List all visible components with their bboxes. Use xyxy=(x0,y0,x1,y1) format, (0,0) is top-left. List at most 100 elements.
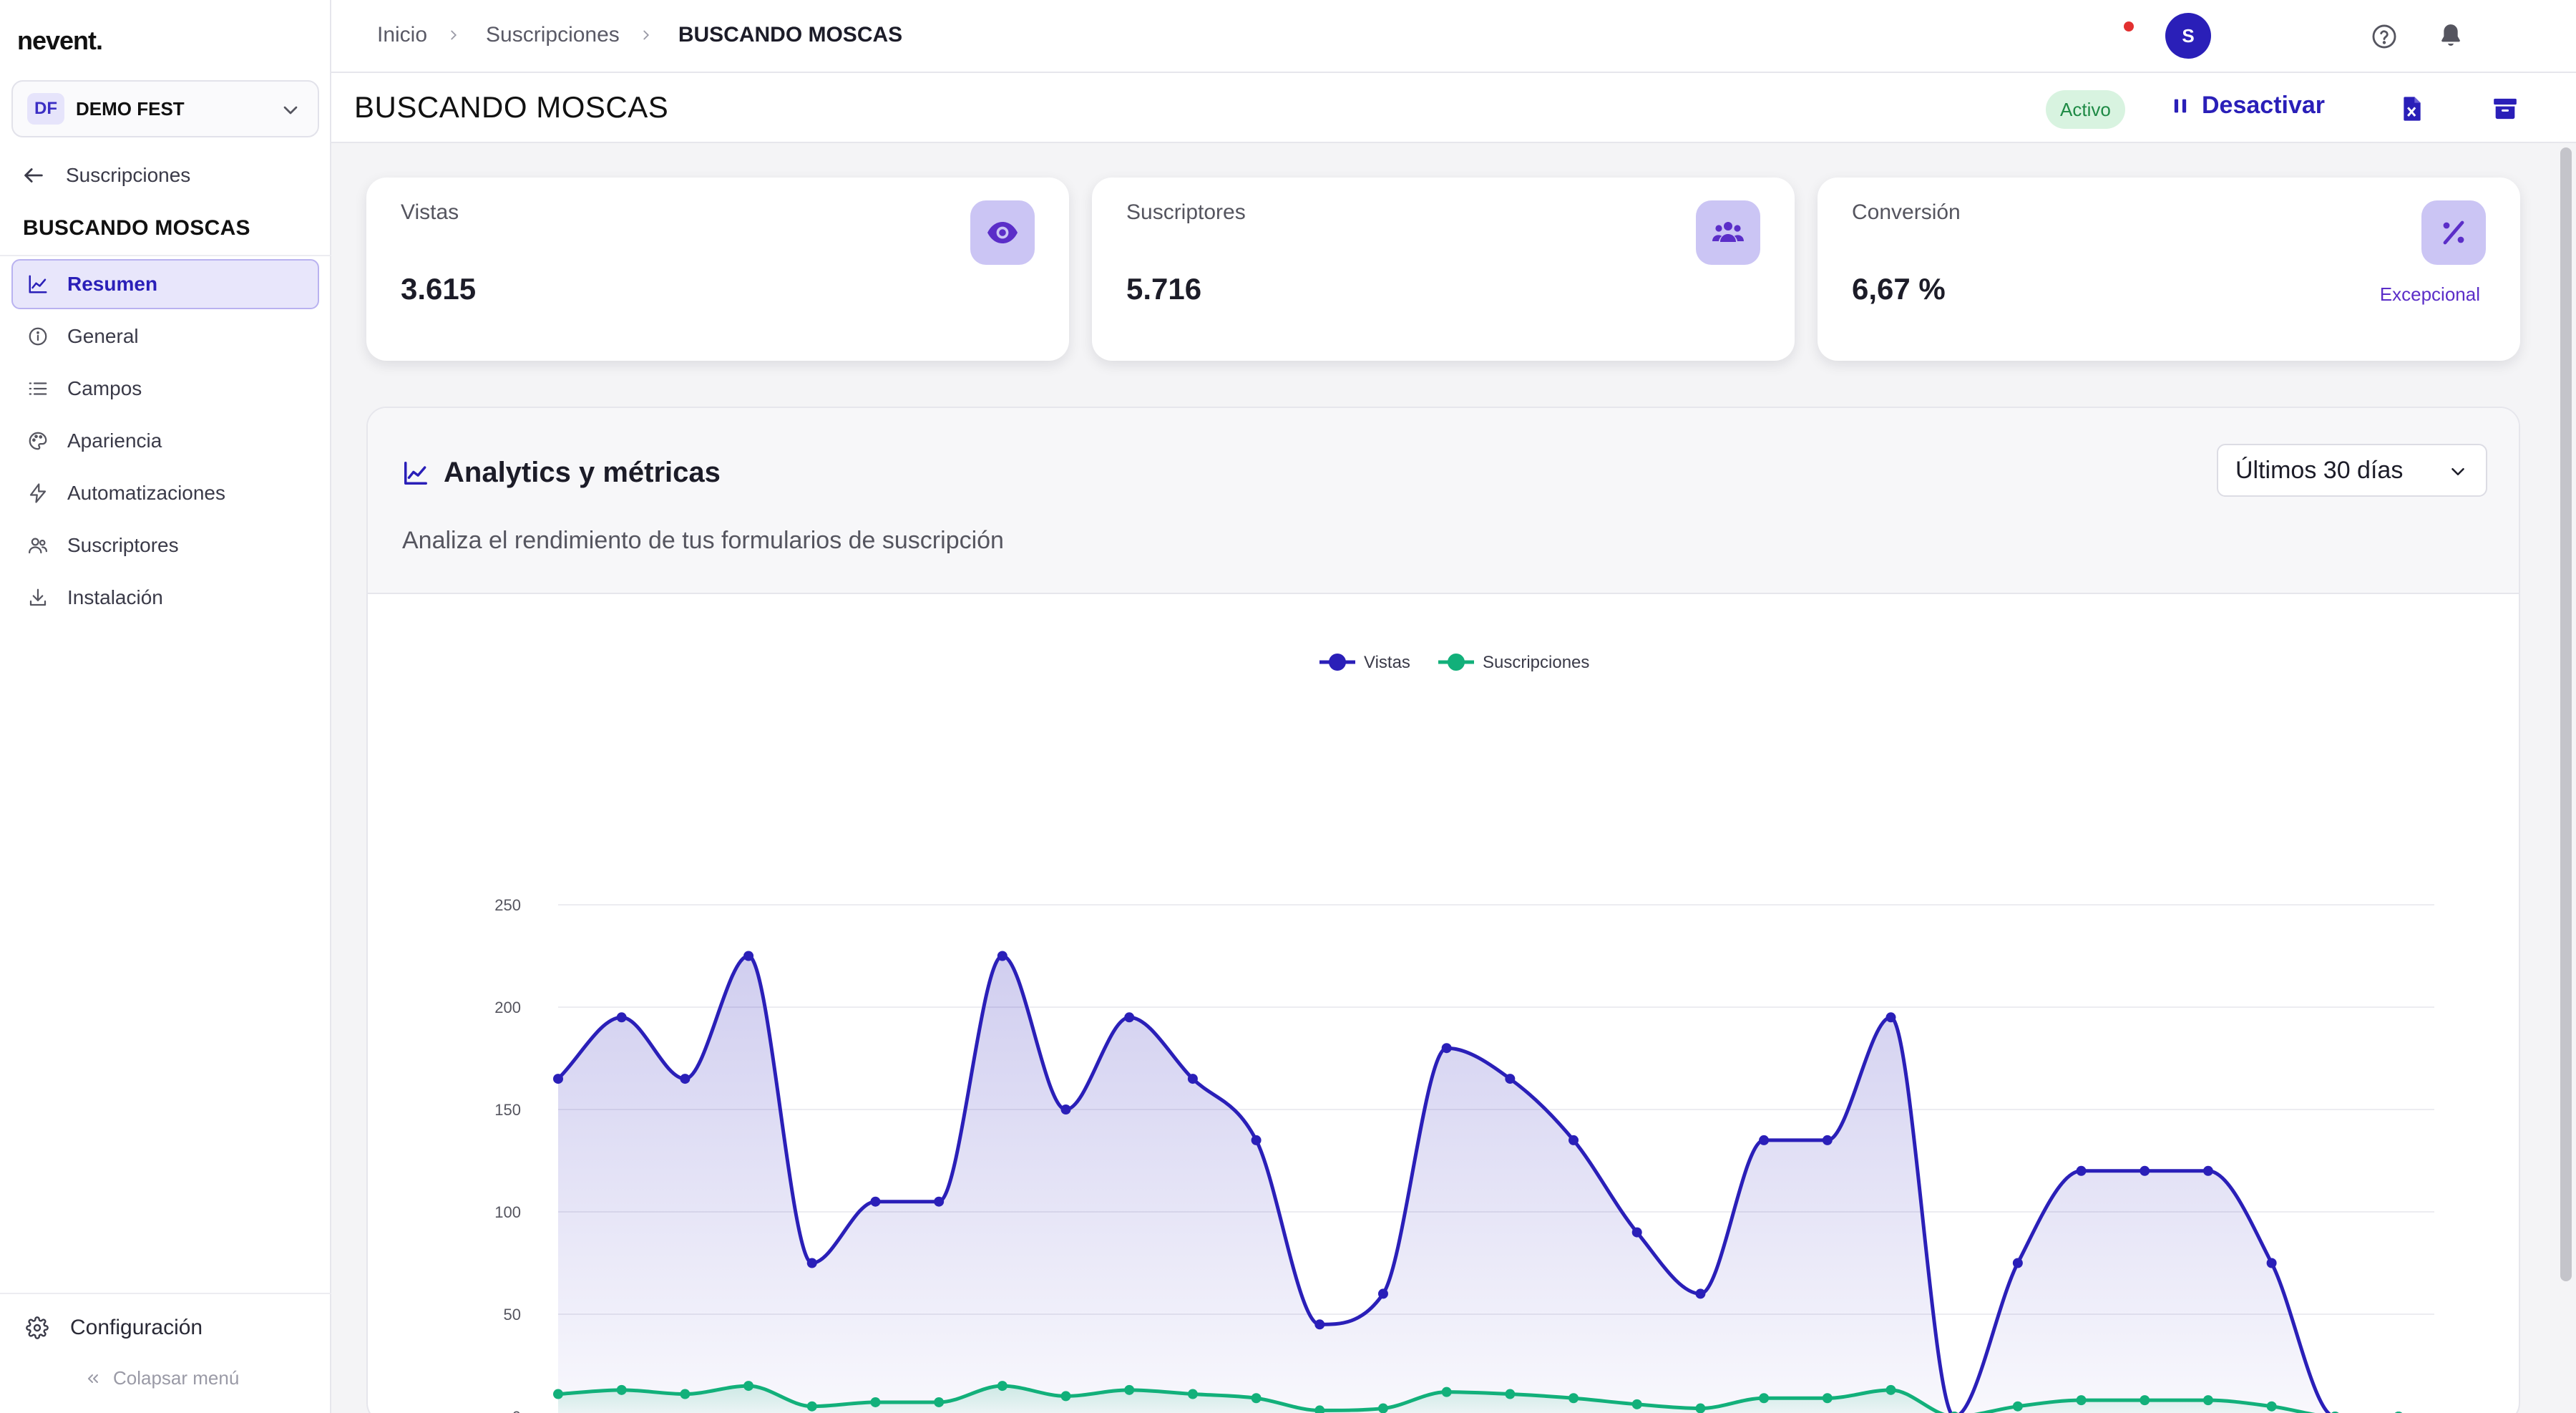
list-icon xyxy=(29,382,47,395)
sidebar-item-apariencia[interactable]: Apariencia xyxy=(11,416,319,466)
data-point-suscripciones xyxy=(2202,1395,2213,1406)
stat-value: 5.716 xyxy=(1126,272,1202,306)
back-to-subscriptions-link[interactable]: Suscripciones xyxy=(21,163,190,188)
line-chart: 050100150200250 6/77/78/79/710/711/712/7… xyxy=(494,653,2434,1413)
sidebar-item-automatizaciones[interactable]: Automatizaciones xyxy=(11,468,319,518)
chart-line-icon xyxy=(404,462,427,485)
legend-item: Suscripciones xyxy=(1438,653,1589,672)
sidebar-item-label: General xyxy=(67,325,139,347)
deactivate-button[interactable]: Desactivar xyxy=(2170,92,2325,120)
org-switcher[interactable]: DF DEMO FEST xyxy=(11,80,319,137)
download-icon xyxy=(29,588,47,606)
deactivate-label: Desactivar xyxy=(2202,92,2326,119)
pause-icon xyxy=(2174,99,2187,112)
stat-icon-tile xyxy=(2421,200,2486,265)
breadcrumb-inicio[interactable]: Inicio xyxy=(377,23,428,47)
sidebar-item-suscriptores[interactable]: Suscriptores xyxy=(11,520,319,570)
data-point-suscripciones xyxy=(1505,1389,1516,1399)
chevrons-left-icon xyxy=(88,1374,98,1383)
stat-card-views: Vistas 3.615 xyxy=(366,178,1069,361)
legend-item: Vistas xyxy=(1319,653,1410,672)
data-point-suscripciones xyxy=(1695,1403,1706,1413)
data-point-vistas xyxy=(1631,1227,1642,1238)
data-point-vistas xyxy=(1759,1135,1770,1145)
stat-label: Conversión xyxy=(1852,200,1961,224)
analytics-title: Analytics y métricas xyxy=(444,457,721,488)
user-avatar[interactable]: S xyxy=(2165,13,2211,59)
chart-series xyxy=(553,951,2402,1413)
data-point-vistas xyxy=(2266,1258,2277,1268)
stat-card-subscribers: Suscriptores 5.716 xyxy=(1092,178,1795,361)
chevron-right-icon xyxy=(643,30,649,40)
status-badge: Activo xyxy=(2046,90,2125,129)
y-tick-label: 0 xyxy=(512,1408,521,1413)
data-point-vistas xyxy=(743,951,754,961)
stat-value: 6,67 % xyxy=(1852,272,1946,306)
data-point-suscripciones xyxy=(2076,1395,2087,1406)
collapse-menu-button[interactable]: Colapsar menú xyxy=(84,1367,239,1389)
data-point-suscripciones xyxy=(1060,1391,1071,1402)
data-point-suscripciones xyxy=(1822,1393,1833,1404)
data-point-suscripciones xyxy=(1187,1389,1198,1399)
excel-export-icon[interactable] xyxy=(2398,94,2426,123)
archive-icon[interactable] xyxy=(2491,94,2519,123)
sidebar-item-instalacion[interactable]: Instalación xyxy=(11,573,319,623)
y-tick-label: 100 xyxy=(494,1203,521,1221)
data-point-vistas xyxy=(1377,1288,1388,1299)
sidebar-divider xyxy=(0,1293,331,1294)
stat-card-conversion: Conversión 6,67 % Excepcional xyxy=(1818,178,2520,361)
chevron-right-icon xyxy=(451,30,457,40)
gear-icon xyxy=(26,1316,49,1339)
users-icon xyxy=(1712,222,1744,242)
y-tick-label: 50 xyxy=(504,1306,521,1324)
y-tick-label: 200 xyxy=(494,999,521,1016)
data-point-vistas xyxy=(1695,1288,1706,1299)
scrollbar-thumb[interactable] xyxy=(2560,147,2572,1281)
conversion-rating: Excepcional xyxy=(2379,283,2480,305)
page-header: BUSCANDO MOSCAS Activo Desactivar xyxy=(331,73,2576,143)
chevron-down-icon xyxy=(2451,468,2464,475)
data-point-vistas xyxy=(934,1196,945,1207)
logo[interactable]: nevent. xyxy=(17,26,103,55)
data-point-suscripciones xyxy=(2140,1395,2150,1406)
data-point-vistas xyxy=(1441,1043,1452,1054)
data-point-suscripciones xyxy=(680,1389,691,1399)
palette-icon xyxy=(29,432,47,450)
sidebar-item-label: Campos xyxy=(67,377,142,399)
data-point-suscripciones xyxy=(997,1381,1008,1392)
bell-icon[interactable] xyxy=(2436,20,2465,52)
settings-link[interactable]: Configuración xyxy=(26,1316,203,1340)
analytics-header: Analytics y métricas Analiza el rendimie… xyxy=(368,408,2519,594)
date-range-select[interactable]: Últimos 30 días xyxy=(2217,444,2487,497)
data-point-vistas xyxy=(1822,1135,1833,1145)
sidebar-item-general[interactable]: General xyxy=(11,311,319,361)
sidebar-item-label: Suscriptores xyxy=(67,534,179,556)
topbar: Inicio Suscripciones BUSCANDO MOSCAS xyxy=(331,0,2576,73)
data-point-vistas xyxy=(2076,1165,2087,1176)
legend-marker xyxy=(1448,654,1465,671)
org-name: DEMO FEST xyxy=(76,97,185,120)
data-point-suscripciones xyxy=(1377,1403,1388,1413)
stat-label: Vistas xyxy=(401,200,459,224)
data-point-vistas xyxy=(616,1012,627,1023)
sidebar-nav: Resumen General Campos Apariencia Automa… xyxy=(11,259,319,625)
legend-label: Vistas xyxy=(1364,653,1410,672)
stat-icon-tile xyxy=(1696,200,1760,265)
help-icon[interactable] xyxy=(2371,23,2398,50)
breadcrumb-suscripciones[interactable]: Suscripciones xyxy=(486,23,620,47)
sidebar-item-campos[interactable]: Campos xyxy=(11,364,319,414)
data-point-vistas xyxy=(2202,1165,2213,1176)
data-point-vistas xyxy=(2012,1258,2023,1268)
data-point-vistas xyxy=(1568,1135,1579,1145)
percent-icon xyxy=(2443,220,2464,245)
notification-dot xyxy=(2124,21,2134,31)
series-area-vistas xyxy=(558,956,2329,1413)
data-point-suscripciones xyxy=(1568,1393,1579,1404)
data-point-suscripciones xyxy=(743,1381,754,1392)
sidebar-item-resumen[interactable]: Resumen xyxy=(11,259,319,309)
stat-icon-tile xyxy=(970,200,1035,265)
analytics-subtitle: Analiza el rendimiento de tus formulario… xyxy=(402,527,1004,554)
data-point-suscripciones xyxy=(2012,1401,2023,1412)
y-tick-label: 250 xyxy=(494,896,521,914)
